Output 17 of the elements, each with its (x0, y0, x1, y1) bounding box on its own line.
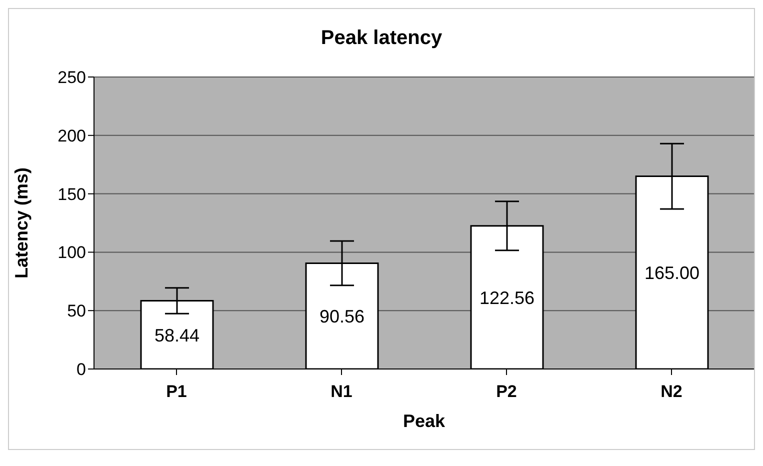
y-tick-label: 0 (76, 360, 86, 380)
y-tick-label: 250 (58, 68, 86, 88)
x-tick-label: N1 (330, 382, 352, 402)
y-tick-label: 200 (58, 126, 86, 146)
y-tick-label: 100 (58, 243, 86, 262)
x-tick-label: P1 (166, 382, 187, 402)
data-label: 58.44 (154, 325, 200, 346)
y-axis-title: Latency (ms) (11, 167, 32, 279)
data-label: 165.00 (644, 263, 700, 284)
data-label: 90.56 (319, 306, 365, 327)
x-tick-label: N2 (660, 382, 682, 402)
y-tick-label: 150 (58, 184, 86, 204)
x-axis-title: Peak (402, 411, 446, 431)
x-tick-label: P2 (496, 382, 517, 402)
chart-title: Peak latency (320, 27, 444, 50)
y-tick-label: 50 (67, 302, 86, 321)
data-label: 122.56 (479, 288, 535, 308)
